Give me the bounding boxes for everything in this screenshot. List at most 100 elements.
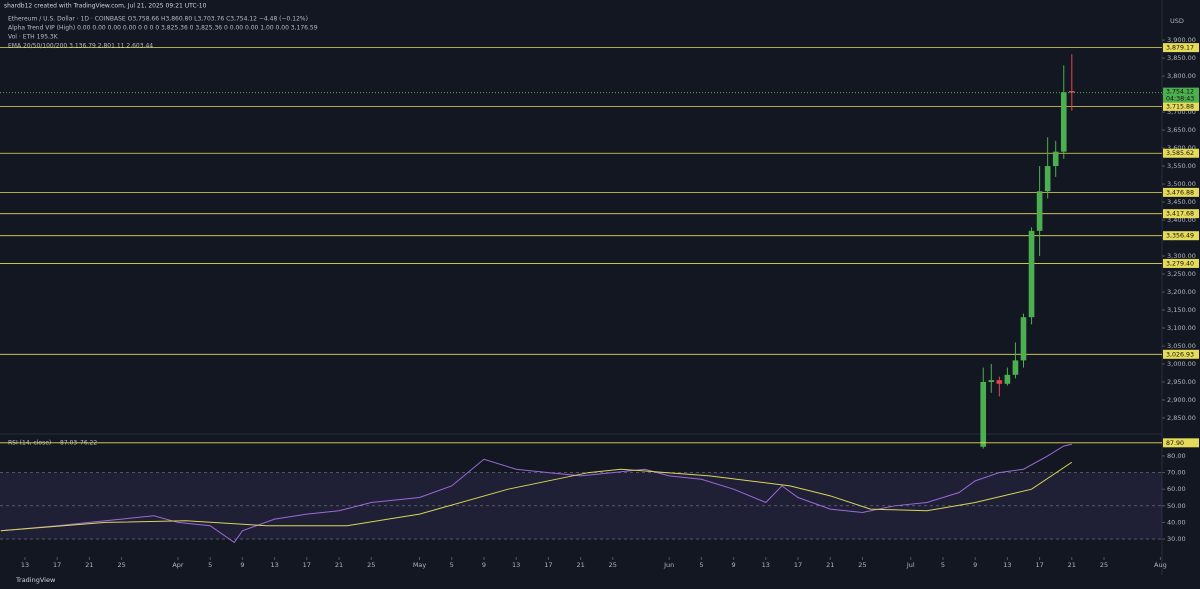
- y-tick-label: 3,550.00: [1167, 162, 1196, 170]
- x-tick-label: 25: [117, 561, 125, 569]
- rsi-line: [0, 461, 1073, 532]
- x-tick-label: 17: [53, 561, 61, 569]
- candle-body: [988, 380, 995, 382]
- x-tick-label: 17: [303, 561, 311, 569]
- level-tag: [1163, 148, 1199, 158]
- indicator-legend: Alpha Trend VIP (High) 0.00 0.00 0.00 0.…: [8, 25, 318, 32]
- x-tick-label: May: [413, 561, 427, 569]
- x-tick-label: Jul: [906, 561, 915, 569]
- logo: TradingView: [15, 576, 56, 584]
- x-tick-label: Apr: [172, 561, 184, 569]
- level-tag: [1163, 209, 1199, 219]
- x-tick-label: Aug: [1154, 561, 1167, 569]
- rsi-tag: [1163, 438, 1199, 448]
- x-tick-label: 21: [1068, 561, 1076, 569]
- level-label: 3,585.62: [1166, 150, 1194, 157]
- x-tick-label: 9: [973, 561, 977, 569]
- level-tag: [1163, 349, 1199, 359]
- level-label: 3,715.88: [1166, 103, 1194, 110]
- currency: USD: [1170, 17, 1184, 25]
- y-tick-label: 3,600.00: [1167, 144, 1196, 152]
- x-tick-label: 25: [609, 561, 617, 569]
- candle-body: [1036, 191, 1043, 231]
- x-tick-label: 5: [208, 561, 212, 569]
- y-tick-label: 3,000.00: [1167, 360, 1196, 368]
- x-tick-label: 5: [450, 561, 454, 569]
- watermark: shardb12 created with TradingView.com, J…: [4, 3, 207, 10]
- volume-legend: Vol · ETH 195.3K: [8, 34, 59, 41]
- y-tick-label: 3,250.00: [1167, 270, 1196, 278]
- x-tick-label: 21: [826, 561, 834, 569]
- y-tick-label: 3,050.00: [1167, 342, 1196, 350]
- level-tag: [1163, 43, 1199, 53]
- x-tick-label: 9: [482, 561, 486, 569]
- countdown: 04:38:43: [1166, 96, 1194, 103]
- level-label: 3,279.40: [1166, 260, 1194, 267]
- y-tick-label: 2,900.00: [1167, 396, 1196, 404]
- y-tick-label: 3,500.00: [1167, 180, 1196, 188]
- y-tick-label: 3,200.00: [1167, 288, 1196, 296]
- x-tick-label: Jun: [663, 561, 674, 569]
- x-tick-label: 21: [576, 561, 584, 569]
- x-tick-label: 5: [941, 561, 945, 569]
- y-tick-label: 30.00: [1167, 535, 1186, 543]
- y-tick-label: 60.00: [1167, 485, 1186, 493]
- x-tick-label: 9: [732, 561, 736, 569]
- candle-body: [1068, 90, 1075, 93]
- level-tag: [1163, 258, 1199, 268]
- y-tick-label: 3,450.00: [1167, 198, 1196, 206]
- x-tick-label: 13: [512, 561, 520, 569]
- y-tick-label: 40.00: [1167, 518, 1186, 526]
- last-price-tag: [1163, 87, 1199, 103]
- candle-body: [1004, 374, 1011, 384]
- y-tick-label: 3,850.00: [1167, 54, 1196, 62]
- x-tick-label: 13: [21, 561, 29, 569]
- ema-legend: EMA 20/50/100/200 3,136.79 2,801.11 2,60…: [8, 43, 153, 50]
- candle-body: [1060, 92, 1067, 152]
- x-tick-label: 13: [1003, 561, 1011, 569]
- x-tick-label: 21: [85, 561, 93, 569]
- x-tick-label: 13: [762, 561, 770, 569]
- candle-body: [1028, 230, 1035, 318]
- candle-body: [1020, 317, 1027, 361]
- y-tick-label: 3,650.00: [1167, 126, 1196, 134]
- x-tick-label: 25: [1100, 561, 1108, 569]
- candle-body: [996, 380, 1003, 384]
- x-tick-label: 17: [544, 561, 552, 569]
- y-tick-label: 3,150.00: [1167, 306, 1196, 314]
- level-label: 3,476.88: [1166, 189, 1194, 196]
- x-tick-label: 25: [858, 561, 866, 569]
- y-tick-label: 3,900.00: [1167, 36, 1196, 44]
- x-tick-label: 17: [794, 561, 802, 569]
- level-tag: [1163, 187, 1199, 197]
- rsi-tag-label: 87.90: [1166, 440, 1184, 447]
- y-tick-label: 50.00: [1167, 502, 1186, 510]
- x-tick-label: 21: [335, 561, 343, 569]
- level-tag: [1163, 231, 1199, 241]
- x-tick-label: 17: [1035, 561, 1043, 569]
- level-label: 3,417.68: [1166, 211, 1194, 218]
- y-tick-label: 3,800.00: [1167, 72, 1196, 80]
- level-label: 3,026.93: [1166, 351, 1194, 358]
- symbol-legend: Ethereum / U.S. Dollar · 1D · COINBASE O…: [8, 16, 308, 23]
- candle-body: [980, 381, 987, 447]
- last-price-label: 3,754.12: [1166, 89, 1194, 96]
- y-tick-label: 2,950.00: [1167, 378, 1196, 386]
- x-tick-label: 9: [240, 561, 244, 569]
- x-tick-label: 13: [270, 561, 278, 569]
- y-tick-label: 2,850.00: [1167, 414, 1196, 422]
- candle-body: [1044, 166, 1051, 192]
- candle-body: [1012, 360, 1019, 375]
- level-label: 3,356.49: [1166, 233, 1194, 240]
- y-tick-label: 3,400.00: [1167, 216, 1196, 224]
- candle-body: [1052, 151, 1059, 167]
- y-tick-label: 3,100.00: [1167, 324, 1196, 332]
- rsi-line: [0, 443, 1072, 544]
- level-tag: [1163, 101, 1199, 111]
- y-tick-label: 70.00: [1167, 469, 1186, 477]
- level-label: 3,879.17: [1166, 45, 1194, 52]
- y-tick-label: 3,700.00: [1167, 108, 1196, 116]
